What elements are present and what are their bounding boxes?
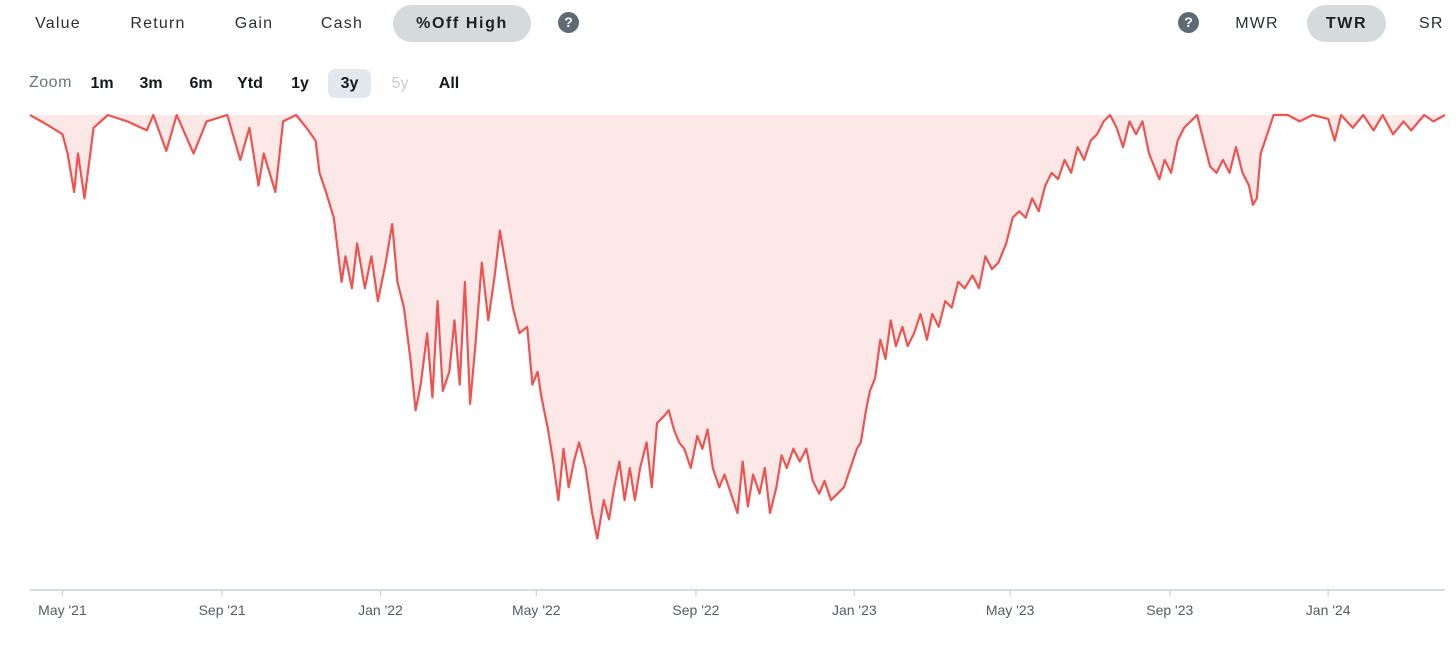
x-tick-label: Jan '22 [358,602,403,618]
zoom-3y-button[interactable]: 3y [328,69,371,98]
zoom-bar: Zoom 1m 3m 6m Ytd 1y 3y 5y All [0,66,600,100]
metric-gain-tab[interactable]: Gain [234,15,274,32]
metric-help-icon[interactable]: ? [558,12,579,33]
x-tick-label: May '22 [512,602,561,618]
x-tick-label: Jan '23 [832,602,877,618]
x-tick-label: Jan '24 [1306,602,1351,618]
x-tick-label: May '21 [38,602,87,618]
zoom-3m-button[interactable]: 3m [139,75,163,92]
x-tick-label: May '23 [986,602,1035,618]
metric-return-tab[interactable]: Return [130,15,186,32]
x-axis-ticks: May '21 Sep '21 Jan '22 May '22 Sep '22 Jan '… [38,590,1351,618]
method-twr-tab[interactable]: TWR [1307,5,1386,42]
zoom-6m-button[interactable]: 6m [189,75,213,92]
metric-value-tab[interactable]: Value [35,15,81,32]
zoom-label: Zoom [29,74,72,91]
zoom-ytd-button[interactable]: Ytd [237,75,263,92]
method-mwr-tab[interactable]: MWR [1235,15,1279,32]
zoom-all-button[interactable]: All [438,75,460,92]
zoom-5y-button: 5y [391,75,409,92]
method-help-icon[interactable]: ? [1178,12,1199,33]
zoom-1y-button[interactable]: 1y [291,75,309,92]
toolbar: Value Return Gain Cash %Off High ? ? MWR… [0,0,1456,48]
x-tick-label: Sep '21 [199,602,246,618]
x-tick-label: Sep '22 [672,602,719,618]
drawdown-area [30,115,1445,539]
zoom-1m-button[interactable]: 1m [90,75,114,92]
metric-cash-tab[interactable]: Cash [320,15,364,32]
x-tick-label: Sep '23 [1146,602,1193,618]
drawdown-chart[interactable]: May '21 Sep '21 Jan '22 May '22 Sep '22 Jan '… [0,100,1456,645]
method-sr-tab[interactable]: SR [1419,15,1444,32]
drawdown-line [29,113,1446,540]
metric-off-high-tab[interactable]: %Off High [393,5,531,42]
